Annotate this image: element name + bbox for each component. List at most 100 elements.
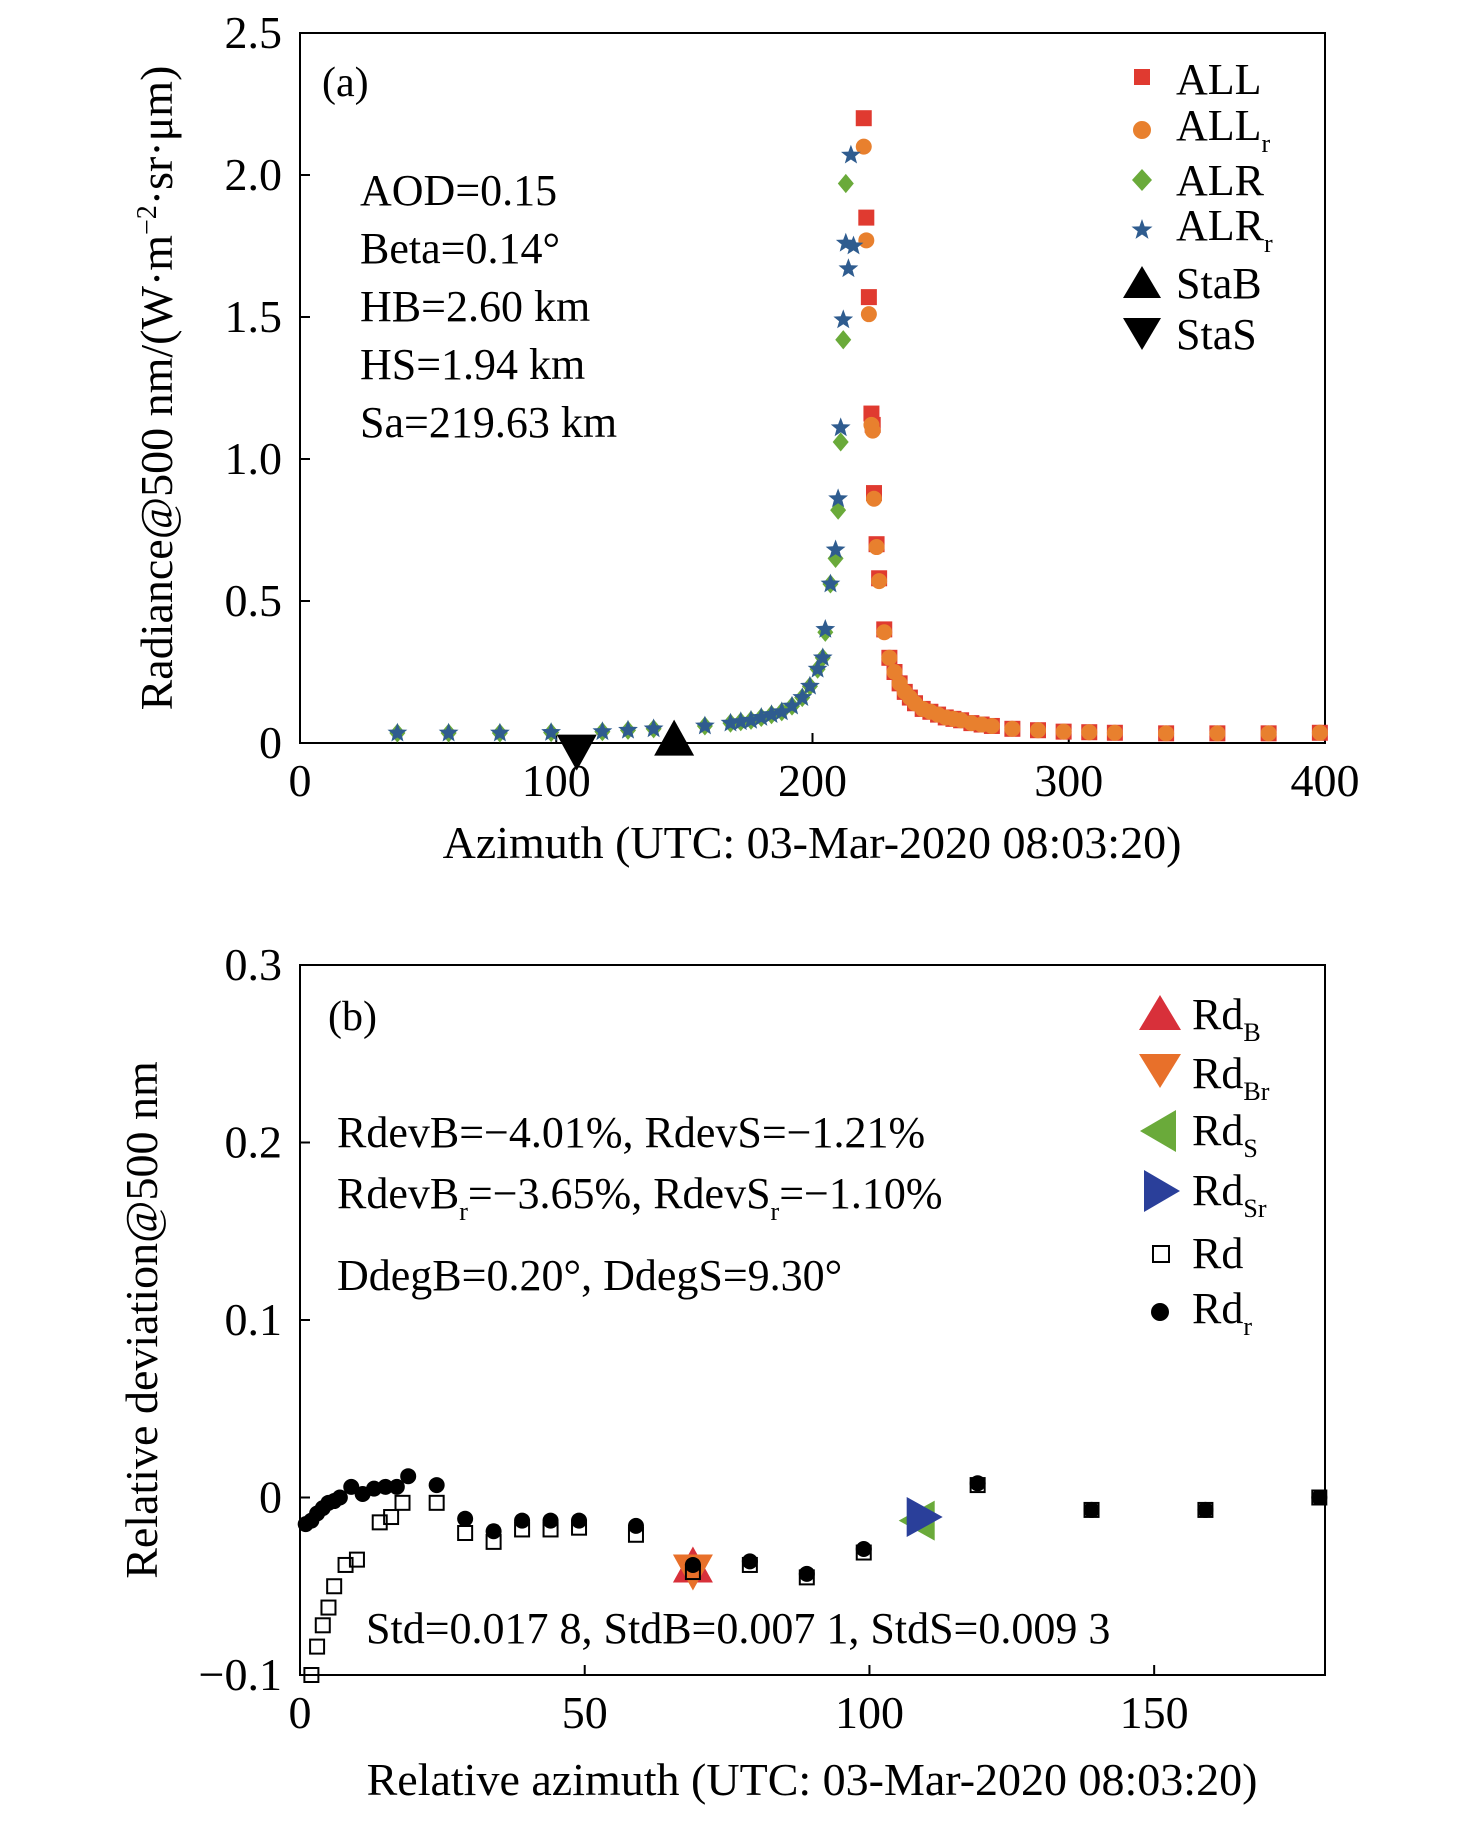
legend-rds-label: RdS: [1192, 1106, 1258, 1163]
panel-a-point-alrr: [592, 721, 613, 741]
panel-b: 0 50 100 150−0.100.10.20.3 (b) RdevB=−4.01%…: [116, 939, 1328, 1805]
panel-b-point-rd: [320, 1599, 337, 1616]
legend-rds-marker: [1140, 1110, 1176, 1152]
panel-a-point-alrr: [751, 707, 772, 726]
legend-alr-label: ALR: [1176, 156, 1265, 205]
panel-b-point-rdr: [400, 1468, 417, 1485]
panel-b-point-rdr: [377, 1478, 394, 1495]
panel-a-point-alrr: [387, 722, 408, 742]
panel-a-x-axis-label: Azimuth (UTC: 03-Mar-2020 08:03:20): [443, 817, 1182, 868]
panel-b-point-rdr: [969, 1475, 986, 1492]
panel-b-point-rdr: [514, 1512, 531, 1529]
panel-b-point-rd: [394, 1494, 411, 1511]
panel-a-point-alrr: [812, 647, 833, 667]
panel-b-point-rdr: [1311, 1489, 1328, 1506]
panel-a-point-alrr: [833, 309, 854, 329]
legend-allr-marker: [1133, 121, 1151, 139]
panel-b-point-rdr: [457, 1510, 474, 1527]
panel-a-point-allr: [983, 717, 1000, 734]
legend-rdsr-marker: [1144, 1170, 1180, 1212]
panel-b-point-rd: [309, 1638, 326, 1655]
panel-a-y-tick-label: 1.0: [225, 433, 283, 484]
panel-b-point-rdsr: [906, 1497, 943, 1538]
panel-b-point-rd: [348, 1551, 365, 1568]
panel-a-point-stab: [654, 719, 695, 756]
annotation-aod: AOD=0.15: [360, 166, 557, 215]
panel-b-point-rdr: [684, 1556, 701, 1573]
panel-b-point-rdr: [798, 1565, 815, 1582]
legend-stas-label: StaS: [1176, 310, 1257, 359]
panel-a-point-alrr: [830, 417, 851, 437]
legend-all-marker: [1134, 69, 1150, 85]
panel-a-point-allr: [1311, 724, 1328, 741]
panel-b-point-rdr: [741, 1553, 758, 1570]
panel-a-point-alrr: [782, 695, 802, 715]
panel-a-point-allr: [855, 138, 872, 155]
panel-b-y-tick-label: 0.3: [225, 939, 283, 990]
panel-a-point-stas: [556, 734, 597, 771]
legend-rdb-label: RdB: [1192, 990, 1261, 1047]
legend-rdb-marker: [1139, 995, 1181, 1030]
panel-b-point-rdr: [1083, 1501, 1100, 1518]
panel-a-point-allr: [858, 232, 875, 249]
panel-b-y-tick-label: 0.1: [225, 1294, 283, 1345]
legend-stab-label: StaB: [1176, 259, 1262, 308]
annotation-rdev: RdevB=−4.01%, RdevS=−1.21%: [337, 1108, 925, 1157]
panel-b-x-tick-label: 0: [289, 1687, 312, 1738]
panel-a-point-all: [860, 289, 877, 306]
panel-a-x-tick-label: 200: [778, 755, 847, 806]
legend-rdsr-label: RdSr: [1192, 1166, 1267, 1223]
annotation-beta: Beta=0.14°: [360, 224, 560, 273]
panel-b-y-axis-label: Relative deviation@500 nm: [116, 1061, 167, 1579]
panel-a-point-allr: [1209, 725, 1226, 742]
annotation-rdev-r: RdevBr=−3.65%, RdevSr=−1.10%: [337, 1169, 943, 1226]
panel-a-point-alr: [832, 432, 849, 452]
panel-b-point-rd: [337, 1556, 354, 1573]
annotation-hs: HS=1.94 km: [360, 340, 585, 389]
panel-b-x-tick-label: 50: [562, 1687, 608, 1738]
panel-b-point-rdr: [855, 1540, 872, 1557]
panel-a-point-alrr: [771, 701, 792, 721]
panel-a-point-alrr: [618, 719, 638, 739]
panel-a-point-alrr: [741, 709, 761, 729]
panel-a-point-alrr: [807, 658, 828, 678]
annotation-ddeg: DdegB=0.20°, DdegS=9.30°: [337, 1251, 842, 1300]
panel-b-point-rd: [457, 1525, 474, 1541]
panel-b-annotations: RdevB=−4.01%, RdevS=−1.21% RdevBr=−3.65%…: [337, 1108, 1110, 1653]
panel-a-point-alr: [827, 548, 844, 568]
panel-b-y-tick-label: 0.2: [225, 1117, 283, 1168]
panel-a-point-allr: [1081, 724, 1098, 741]
annotation-std: Std=0.017 8, StdB=0.007 1, StdS=0.009 3: [366, 1604, 1110, 1653]
legend-rdr-label: Rdr: [1192, 1284, 1252, 1341]
panel-a-point-alr: [835, 330, 852, 350]
panel-b-y-tick-label: −0.1: [199, 1649, 282, 1700]
panel-a-point-alrr: [838, 258, 859, 278]
panel-a-point-allr: [864, 422, 881, 439]
legend-rdbr-marker: [1139, 1054, 1181, 1088]
panel-a-point-alr: [837, 173, 854, 194]
panel-a-y-tick-label: 2.0: [225, 149, 283, 200]
panel-a-point-allr: [868, 539, 885, 556]
panel-a-y-tick-label: 0.5: [225, 575, 283, 626]
panel-b-point-rdr: [485, 1523, 502, 1540]
panel-a-point-alrr: [438, 722, 459, 742]
panel-b-y-tick-label: 0: [259, 1472, 282, 1523]
panel-a-point-alrr: [841, 144, 861, 164]
panel-b-point-rd: [314, 1617, 331, 1634]
panel-a-point-alrr: [843, 235, 864, 255]
panel-b-point-rdr: [542, 1512, 559, 1529]
panel-a-point-allr: [1004, 720, 1021, 737]
panel-b-point-rd: [371, 1514, 388, 1531]
panel-b-point-rd: [383, 1509, 400, 1526]
panel-b-label: (b): [328, 994, 377, 1040]
panel-a-point-alrr: [800, 675, 820, 695]
panel-a-point-allr: [881, 649, 898, 666]
panel-a-x-tick-label: 400: [1291, 755, 1360, 806]
panel-b-x-axis-label: Relative azimuth (UTC: 03-Mar-2020 08:03…: [367, 1754, 1258, 1805]
panel-a-x-tick-label: 0: [289, 755, 312, 806]
panel-b-point-rdr: [388, 1478, 405, 1495]
panel-a-point-alrr: [820, 573, 841, 593]
panel-b-point-rdr: [331, 1489, 348, 1506]
